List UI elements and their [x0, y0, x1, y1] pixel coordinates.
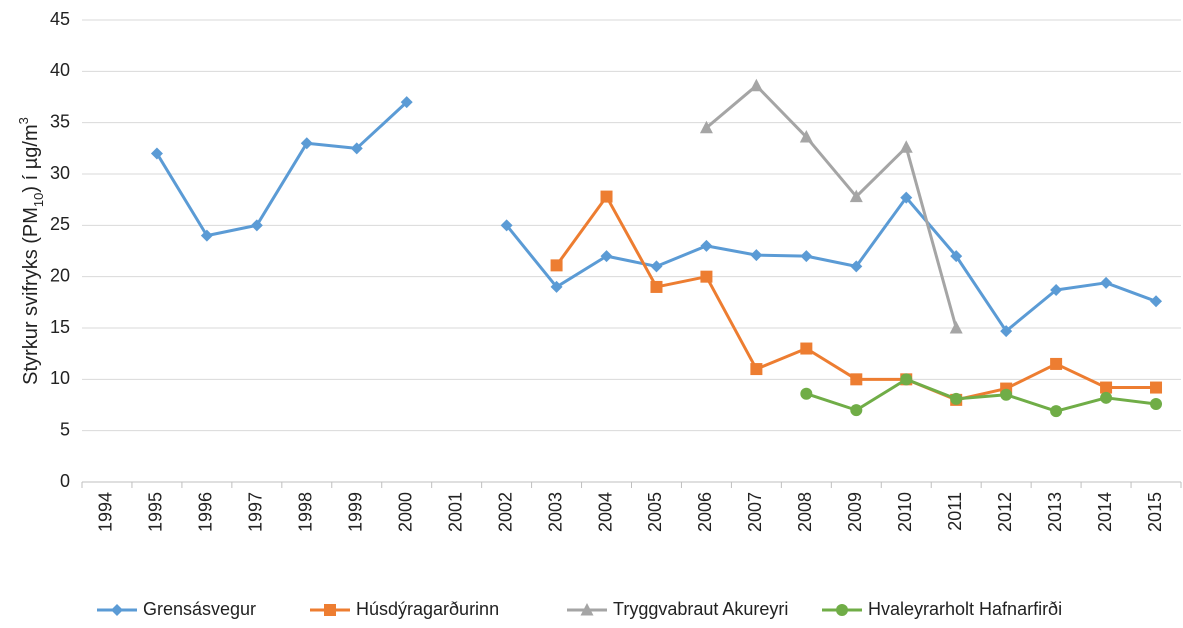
marker	[1000, 325, 1013, 338]
x-tick-label: 2001	[445, 492, 465, 532]
y-axis-label-part: Styrkur svifryks (PM	[20, 207, 42, 385]
y-tick-label: 35	[50, 111, 70, 131]
marker	[750, 249, 763, 262]
marker	[1150, 295, 1163, 308]
marker	[950, 250, 963, 263]
y-tick-label: 45	[50, 9, 70, 29]
y-axis-label-part: 10	[31, 193, 46, 207]
y-tick-label: 5	[60, 419, 70, 439]
marker	[111, 604, 123, 616]
y-axis-label: Styrkur svifryks (PM10) í µg/m3	[16, 117, 46, 385]
x-tick-label: 2004	[595, 492, 615, 532]
x-tick-label: 1997	[246, 492, 266, 532]
marker	[550, 280, 563, 293]
marker	[1050, 357, 1063, 370]
marker	[650, 260, 663, 273]
marker	[850, 260, 863, 273]
legend-label: Húsdýragarðurinn	[356, 599, 499, 619]
marker	[949, 321, 963, 334]
marker	[699, 120, 713, 134]
marker	[850, 404, 863, 417]
x-tick-label: 2000	[395, 492, 415, 532]
y-tick-label: 10	[50, 368, 70, 388]
x-tick-label: 2010	[895, 492, 915, 532]
marker	[1100, 276, 1113, 289]
x-tick-label: 2002	[495, 492, 515, 532]
marker	[300, 137, 313, 150]
marker	[150, 147, 163, 160]
x-tick-label: 2013	[1045, 492, 1065, 532]
marker	[600, 250, 613, 263]
marker	[550, 259, 563, 272]
x-tick-label: 2014	[1095, 492, 1115, 532]
x-tick-label: 2008	[795, 492, 815, 532]
marker	[836, 604, 848, 616]
marker	[500, 219, 513, 232]
marker	[900, 373, 913, 386]
y-axis-label-part: ) í µg/m	[20, 124, 42, 192]
series-line	[705, 84, 958, 329]
marker	[200, 229, 213, 242]
marker	[324, 604, 336, 616]
legend-label: Tryggvabraut Akureyri	[613, 599, 788, 619]
legend-label: Hvaleyrarholt Hafnarfirði	[868, 599, 1062, 619]
marker	[749, 78, 763, 92]
marker	[849, 189, 863, 203]
marker	[750, 363, 763, 376]
marker	[800, 342, 813, 355]
y-tick-label: 20	[50, 265, 70, 285]
x-tick-label: 2006	[695, 492, 715, 532]
x-tick-label: 1999	[346, 492, 366, 532]
marker	[580, 603, 594, 616]
marker	[700, 239, 713, 252]
x-tick-label: 1998	[296, 492, 316, 532]
x-tick-label: 2005	[645, 492, 665, 532]
x-tick-label: 2012	[995, 492, 1015, 532]
marker	[800, 387, 813, 400]
x-tick-label: 2011	[945, 492, 965, 531]
series-line	[555, 195, 1157, 402]
marker	[1100, 381, 1113, 394]
marker	[250, 219, 263, 232]
marker	[1050, 405, 1063, 418]
series-line	[155, 101, 1157, 333]
marker	[600, 190, 613, 203]
marker	[650, 280, 663, 293]
series-line	[805, 377, 1157, 413]
marker	[700, 270, 713, 283]
marker	[1100, 391, 1113, 404]
y-tick-label: 30	[50, 163, 70, 183]
x-tick-label: 2003	[545, 492, 565, 532]
x-tick-label: 1994	[96, 492, 116, 532]
marker	[400, 96, 413, 109]
y-axis-label-part: 3	[16, 117, 31, 124]
x-tick-label: 2007	[745, 492, 765, 532]
marker	[1000, 388, 1013, 401]
y-tick-label: 40	[50, 60, 70, 80]
marker	[899, 140, 913, 153]
y-tick-label: 0	[60, 471, 70, 491]
marker	[900, 191, 913, 204]
y-tick-label: 15	[50, 317, 70, 337]
marker	[850, 373, 863, 386]
marker	[1150, 381, 1163, 394]
y-tick-label: 25	[50, 214, 70, 234]
marker	[1050, 284, 1063, 297]
marker	[1150, 397, 1163, 410]
marker	[800, 250, 813, 263]
x-tick-label: 1995	[146, 492, 166, 532]
x-tick-label: 2009	[845, 492, 865, 532]
marker	[799, 130, 813, 143]
x-tick-label: 1996	[196, 492, 216, 532]
legend-label: Grensásvegur	[143, 599, 256, 619]
marker	[350, 142, 363, 155]
x-tick-label: 2015	[1145, 492, 1165, 532]
marker	[950, 392, 963, 405]
